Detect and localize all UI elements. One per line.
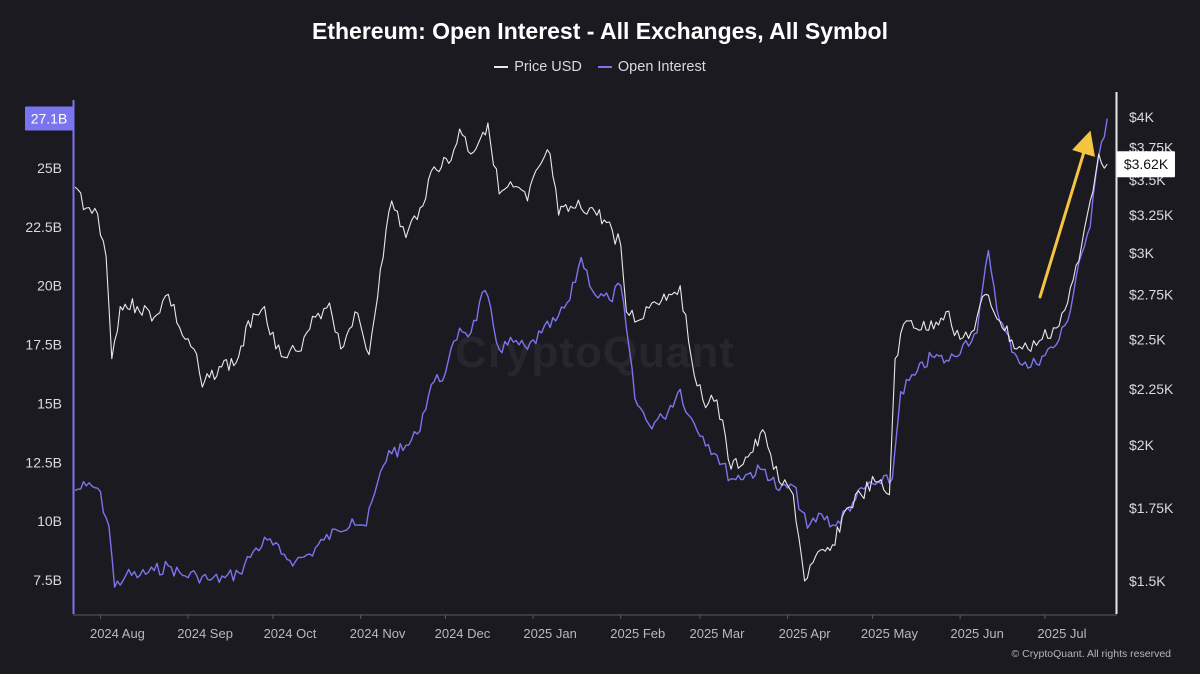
legend-swatch-open-interest	[597, 66, 612, 68]
x-tick-label: 2024 Dec	[435, 626, 491, 641]
left-tick-label: 7.5B	[33, 572, 62, 588]
x-tick-label: 2024 Aug	[90, 626, 145, 641]
x-tick-label: 2025 Jul	[1037, 626, 1086, 641]
x-tick-label: 2024 Oct	[264, 626, 317, 641]
x-tick-label: 2025 Mar	[689, 626, 745, 641]
x-tick-label: 2024 Sep	[177, 626, 233, 641]
right-tick-label: $1.75K	[1129, 500, 1174, 516]
right-tick-label: $2.75K	[1129, 286, 1174, 302]
legend-label-open-interest: Open Interest	[617, 59, 706, 75]
chart-title: Ethereum: Open Interest - All Exchanges,…	[312, 18, 888, 44]
right-tick-label: $2.25K	[1129, 381, 1174, 397]
x-tick-label: 2025 Jan	[523, 626, 577, 641]
series-line-price	[74, 122, 1108, 582]
right-tick-label: $3.25K	[1129, 207, 1174, 223]
legend-item-price[interactable]: Price USD	[494, 59, 582, 75]
x-tick-label: 2025 Apr	[779, 626, 832, 641]
copyright: © CryptoQuant. All rights reserved	[1011, 648, 1171, 660]
right-tick-label: $1.5K	[1129, 573, 1166, 589]
x-tick-label: 2025 May	[861, 626, 919, 641]
series-line-open-interest	[74, 118, 1108, 588]
left-tick-label: 12.5B	[25, 454, 62, 470]
trend-arrow	[1038, 130, 1096, 299]
right-tick-label: $4K	[1129, 109, 1155, 125]
right-tick-label: $2K	[1129, 437, 1155, 453]
left-current-badge	[25, 106, 73, 131]
left-tick-label: 20B	[37, 278, 62, 294]
legend-label-price: Price USD	[514, 59, 582, 75]
legend-item-open-interest[interactable]: Open Interest	[597, 59, 706, 75]
left-tick-label: 22.5B	[25, 219, 62, 235]
right-tick-label: $2.5K	[1129, 331, 1166, 347]
left-tick-label: 17.5B	[25, 337, 62, 353]
legend-swatch-price	[494, 66, 509, 68]
left-tick-label: 10B	[37, 513, 62, 529]
right-tick-label: $3K	[1129, 245, 1155, 261]
left-tick-label: 25B	[37, 160, 62, 176]
x-tick-label: 2025 Jun	[950, 626, 1004, 641]
right-current-badge	[1117, 151, 1175, 178]
left-current-badge-label: 27.1B	[31, 111, 68, 127]
x-tick-label: 2024 Nov	[350, 626, 406, 641]
x-tick-label: 2025 Feb	[610, 626, 665, 641]
chart-legend: Price USD Open Interest	[0, 59, 1200, 75]
left-tick-label: 15B	[37, 395, 62, 411]
right-current-badge-label: $3.62K	[1124, 156, 1169, 172]
